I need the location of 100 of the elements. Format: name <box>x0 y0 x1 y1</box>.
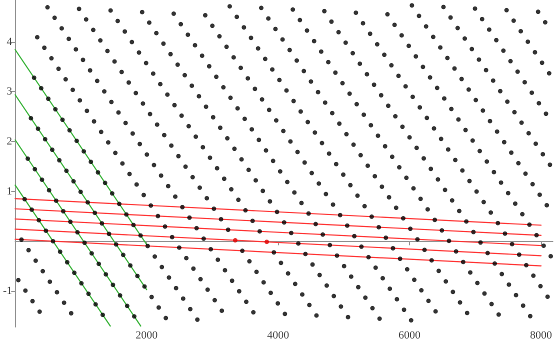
point <box>456 117 461 122</box>
point <box>94 78 100 84</box>
point <box>276 301 280 306</box>
point <box>56 66 61 72</box>
point <box>419 288 424 293</box>
point <box>408 226 413 232</box>
point <box>272 250 276 255</box>
point <box>201 236 206 241</box>
x-tick-label: 6000 <box>398 330 422 341</box>
point <box>428 166 434 172</box>
point <box>131 222 136 228</box>
point <box>123 120 128 126</box>
point <box>380 276 385 280</box>
point <box>388 286 392 291</box>
point <box>446 238 452 244</box>
point <box>178 22 184 26</box>
point <box>197 185 202 190</box>
point <box>130 131 135 136</box>
point <box>442 188 448 192</box>
point <box>260 97 264 102</box>
point <box>520 212 525 216</box>
point <box>158 82 163 86</box>
point <box>33 258 38 263</box>
point <box>310 262 315 267</box>
point <box>322 8 327 14</box>
point <box>92 119 96 124</box>
x-tick-label: 8000 <box>530 330 553 341</box>
point <box>256 138 262 142</box>
point <box>134 90 138 96</box>
point <box>446 147 450 152</box>
point <box>142 284 147 289</box>
point <box>337 121 342 126</box>
point <box>186 32 190 37</box>
point <box>514 292 518 298</box>
point <box>524 262 529 268</box>
point <box>414 146 419 150</box>
point <box>368 122 374 128</box>
point <box>212 298 217 302</box>
point <box>252 86 258 92</box>
point <box>150 71 156 76</box>
point <box>512 201 518 206</box>
point <box>489 302 494 306</box>
point <box>298 18 302 22</box>
point <box>166 275 172 280</box>
point <box>214 166 220 170</box>
point <box>386 195 392 200</box>
point <box>259 6 264 10</box>
point <box>115 18 120 24</box>
point <box>148 203 154 208</box>
point <box>432 218 438 222</box>
point <box>421 156 426 161</box>
point <box>42 136 48 142</box>
point <box>183 164 188 169</box>
point <box>246 76 250 81</box>
point <box>124 212 129 217</box>
point <box>424 24 428 29</box>
point <box>548 254 553 258</box>
point <box>432 126 436 131</box>
point <box>140 10 144 14</box>
point <box>414 54 418 59</box>
point <box>40 177 44 182</box>
point <box>45 5 50 10</box>
point <box>282 312 288 316</box>
point <box>229 187 234 192</box>
point <box>418 196 423 202</box>
point <box>89 251 94 256</box>
point <box>385 12 390 17</box>
point <box>416 14 422 18</box>
point <box>257 229 262 234</box>
point <box>382 52 387 58</box>
point <box>344 132 349 136</box>
point <box>175 62 180 67</box>
point <box>464 310 470 316</box>
point <box>450 290 456 294</box>
point <box>286 271 290 276</box>
point <box>299 200 304 206</box>
point <box>415 237 420 242</box>
point <box>274 210 280 214</box>
point <box>156 305 161 310</box>
point <box>541 243 546 248</box>
point <box>436 268 441 274</box>
point <box>36 218 42 222</box>
point <box>281 128 286 134</box>
point <box>402 308 406 312</box>
point <box>476 57 482 62</box>
point <box>130 40 134 44</box>
point <box>516 160 521 166</box>
point <box>148 112 152 116</box>
point <box>42 46 47 50</box>
point <box>474 189 479 194</box>
point <box>478 148 482 154</box>
point <box>277 78 282 82</box>
point <box>347 91 352 96</box>
point <box>162 224 168 229</box>
point <box>328 242 332 248</box>
point <box>251 310 256 315</box>
point <box>516 252 522 257</box>
point <box>180 296 186 301</box>
point <box>545 294 550 299</box>
point <box>509 150 514 155</box>
